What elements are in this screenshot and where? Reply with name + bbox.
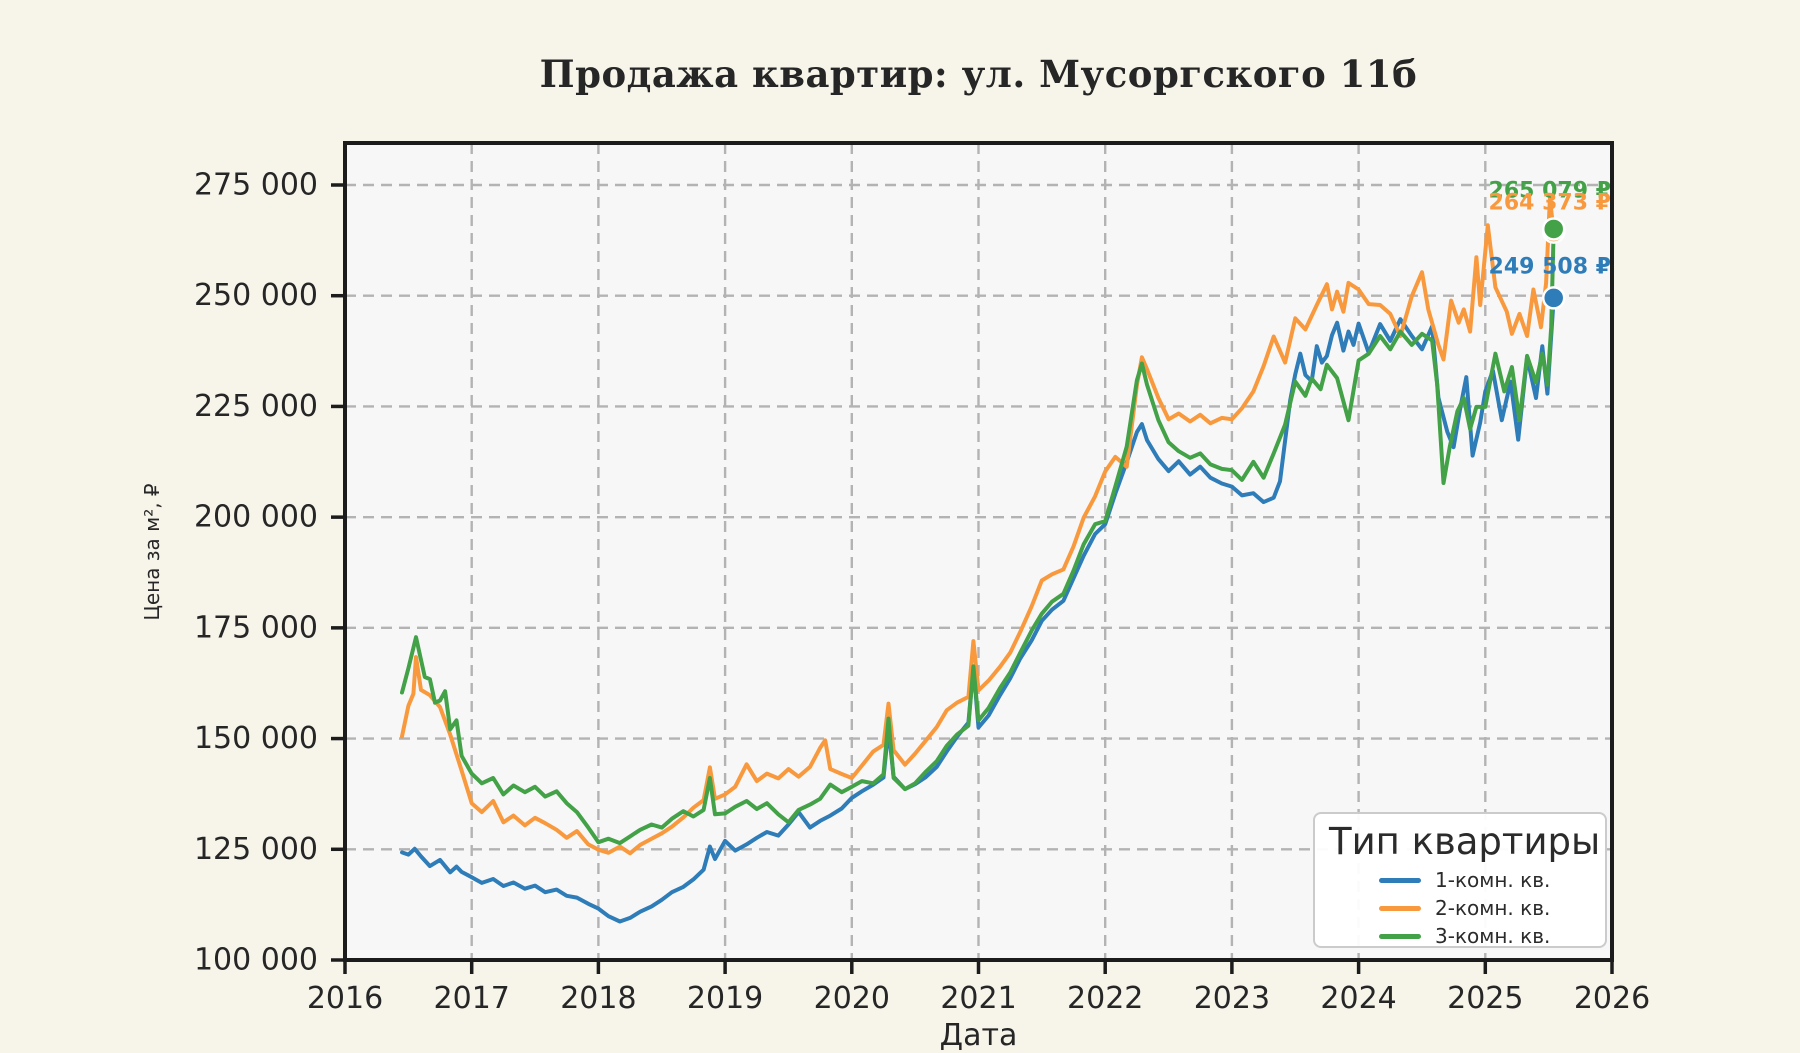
x-tick-label: 2024 [1320,981,1396,1016]
y-axis-title: Цена за м², ₽ [140,483,164,621]
x-tick-label: 2025 [1447,981,1523,1016]
chart-title: Продажа квартир: ул. Мусоргского 11б [539,52,1418,96]
x-tick-label: 2023 [1194,981,1270,1016]
end-label-1-komn: 249 508 ₽ [1489,254,1611,279]
legend-item-2-komn: 2-комн. кв. [1379,894,1591,922]
legend-swatch-icon [1379,933,1421,939]
x-axis-title: Дата [939,1018,1018,1053]
end-marker-3-komn [1541,217,1566,241]
end-label-3-komn: 265 079 ₽ [1489,178,1611,203]
series-line-1-komn [400,295,1556,924]
x-tick-label: 2019 [687,981,763,1016]
x-tick-label: 2020 [814,981,890,1016]
legend-item-label: 3-комн. кв. [1435,924,1551,948]
y-tick-label: 175 000 [194,610,318,645]
y-tick-label: 150 000 [194,721,318,756]
end-label-2-komn: 264 373 ₽ [1489,191,1611,216]
y-tick-label: 100 000 [194,943,318,978]
x-tick-label: 2016 [307,981,383,1016]
end-marker-1-komn [1541,286,1566,310]
series-line-2-komn [400,196,1556,856]
legend-rows: 1-комн. кв. 2-комн. кв. 3-комн. кв. [1329,866,1591,950]
y-tick-label: 200 000 [194,500,318,535]
legend-item-label: 1-комн. кв. [1435,868,1551,892]
y-tick-label: 225 000 [194,389,318,424]
legend-swatch-icon [1379,905,1421,911]
x-tick-label: 2026 [1574,981,1650,1016]
series-line-3-komn [400,226,1556,846]
legend-item-3-komn: 3-комн. кв. [1379,922,1591,950]
y-tick-label: 125 000 [194,832,318,867]
legend-swatch-icon [1379,877,1421,883]
x-tick-label: 2022 [1067,981,1143,1016]
y-tick-label: 250 000 [194,278,318,313]
x-tick-label: 2018 [560,981,636,1016]
legend-item-1-komn: 1-комн. кв. [1379,866,1591,894]
y-tick-label: 275 000 [194,168,318,203]
x-tick-label: 2021 [940,981,1016,1016]
legend-title: Тип квартиры [1329,820,1601,863]
legend-item-label: 2-комн. кв. [1435,896,1551,920]
legend: Тип квартиры 1-комн. кв. 2-комн. кв. 3-ком… [1313,812,1607,948]
x-tick-label: 2017 [434,981,510,1016]
